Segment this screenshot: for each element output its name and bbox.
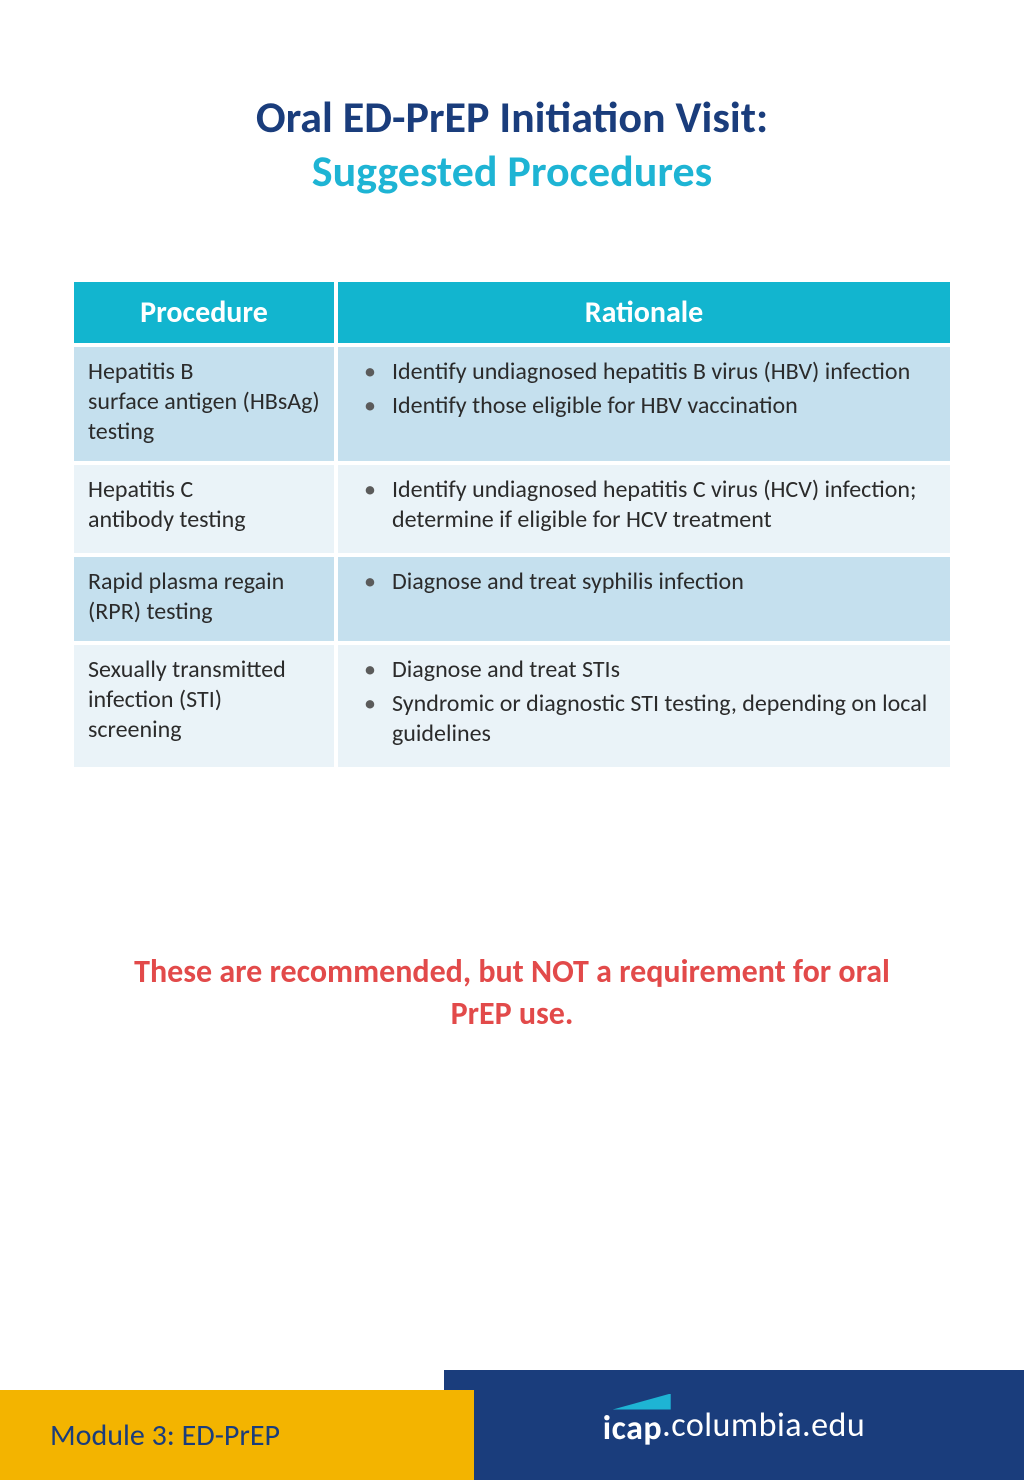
procedure-cell: Hepatitis Bsurface antigen (HBsAg) testi… — [72, 345, 336, 463]
procedures-table-wrap: Procedure Rationale Hepatitis Bsurface a… — [70, 278, 954, 771]
rationale-item: Identify undiagnosed hepatitis B virus (… — [358, 357, 936, 387]
logo-rest: .columbia.edu — [662, 1405, 865, 1446]
table-row: Hepatitis Bsurface antigen (HBsAg) testi… — [72, 345, 952, 463]
rationale-cell: Identify undiagnosed hepatitis C virus (… — [336, 463, 952, 555]
module-label: Module 3: ED-PrEP — [50, 1417, 280, 1454]
table-row: Rapid plasma regain (RPR) testing Diagnos… — [72, 555, 952, 643]
rationale-item: Syndromic or diagnostic STI testing, dep… — [358, 689, 936, 749]
col-header-rationale: Rationale — [336, 280, 952, 345]
procedure-cell: Rapid plasma regain (RPR) testing — [72, 555, 336, 643]
procedure-cell: Hepatitis Cantibody testing — [72, 463, 336, 555]
table-row: Hepatitis Cantibody testing Identify undi… — [72, 463, 952, 555]
col-header-procedure: Procedure — [72, 280, 336, 345]
footer-module-block: Module 3: ED-PrEP — [0, 1390, 474, 1480]
slide-title: Oral ED-PrEP Initiation Visit: Suggested… — [0, 0, 1024, 198]
table-header-row: Procedure Rationale — [72, 280, 952, 345]
logo-icap: icap — [603, 1402, 662, 1449]
rationale-cell: Identify undiagnosed hepatitis B virus (… — [336, 345, 952, 463]
rationale-cell: Diagnose and treat syphilis infection — [336, 555, 952, 643]
footer-logo-block: icap.columbia.edu — [444, 1370, 1024, 1480]
procedures-table: Procedure Rationale Hepatitis Bsurface a… — [70, 278, 954, 771]
rationale-item: Diagnose and treat syphilis infection — [358, 567, 936, 597]
rationale-item: Identify undiagnosed hepatitis C virus (… — [358, 475, 936, 535]
title-line-1: Oral ED-PrEP Initiation Visit: — [0, 90, 1024, 144]
recommendation-note: These are recommended, but NOT a require… — [120, 951, 904, 1034]
rationale-item: Diagnose and treat STIs — [358, 655, 936, 685]
rationale-item: Identify those eligible for HBV vaccinat… — [358, 391, 936, 421]
title-line-2: Suggested Procedures — [0, 144, 1024, 198]
procedure-cell: Sexually transmitted infection (STI) scr… — [72, 643, 336, 769]
table-row: Sexually transmitted infection (STI) scr… — [72, 643, 952, 769]
rationale-cell: Diagnose and treat STIs Syndromic or diag… — [336, 643, 952, 769]
slide-footer: icap.columbia.edu Module 3: ED-PrEP — [0, 1370, 1024, 1480]
